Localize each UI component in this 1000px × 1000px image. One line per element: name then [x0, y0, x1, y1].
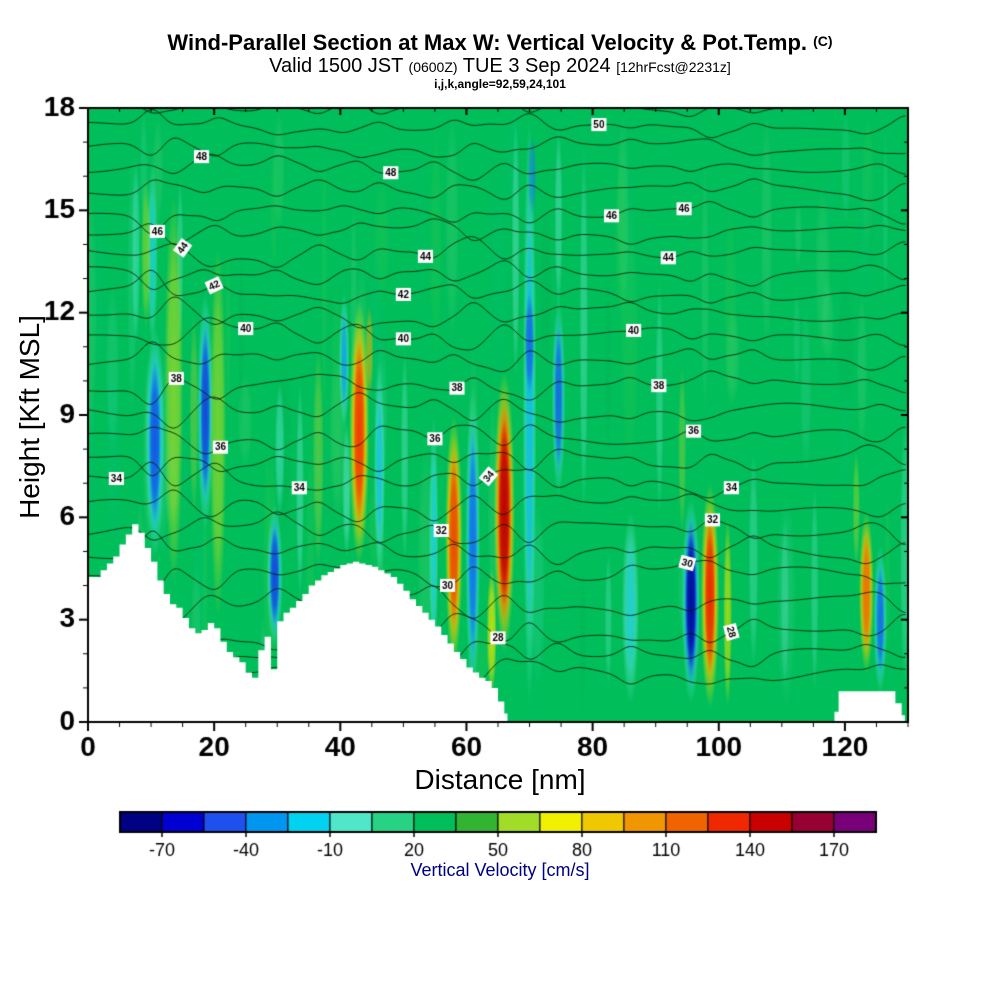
colorbar-title: Vertical Velocity [cm/s]	[410, 860, 590, 880]
chart-title: Wind-Parallel Section at Max W: Vertical…	[0, 30, 1000, 56]
grid-info-line: i,j,k,angle=92,59,24,101	[434, 77, 566, 91]
valid-time: Valid 1500 JST	[269, 55, 403, 77]
valid-date: TUE 3 Sep 2024	[462, 55, 611, 77]
forecast-tag: [12hrFcst@2231z]	[616, 59, 731, 75]
y-axis-title: Height [Kft MSL]	[14, 315, 45, 519]
x-axis-title: Distance [nm]	[414, 764, 586, 795]
chart-subtitle: Valid 1500 JST (0600Z) TUE 3 Sep 2024 [1…	[0, 55, 1000, 78]
valid-time-utc: (0600Z)	[408, 59, 458, 75]
chart-title-units: (C)	[813, 33, 833, 49]
chart-title-text: Wind-Parallel Section at Max W: Vertical…	[167, 30, 808, 55]
